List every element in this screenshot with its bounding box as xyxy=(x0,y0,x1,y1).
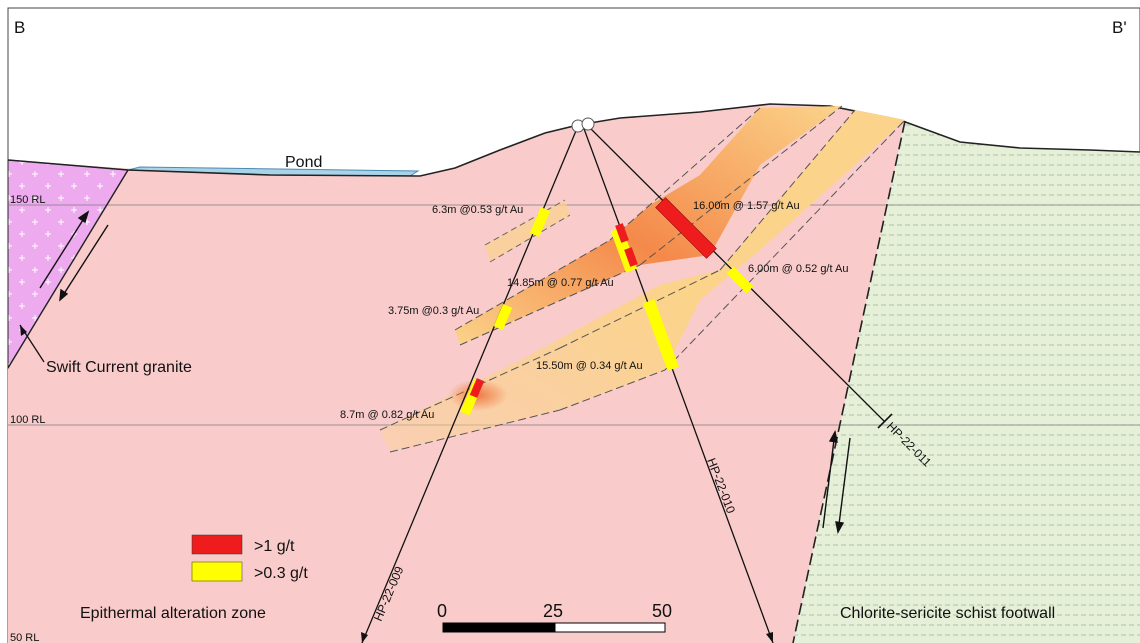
drillhole-trace-010 xyxy=(582,125,774,643)
intercept-label: 14.85m @ 0.77 g/t Au xyxy=(507,277,614,289)
scale-tick-0: 0 xyxy=(437,601,447,621)
intercept-label: 6.00m @ 0.52 g/t Au xyxy=(748,263,848,275)
granite-label-group: Swift Current granite xyxy=(19,324,192,376)
schist-contact-fault xyxy=(792,120,906,643)
scale-tick-25: 25 xyxy=(543,601,563,621)
schist-label: Chlorite-sericite schist footwall xyxy=(840,605,1055,622)
section-start-label: B xyxy=(14,18,25,37)
schist-area xyxy=(793,121,1140,643)
rl-label-50: 50 RL xyxy=(10,632,39,643)
scale-bar: 0 25 50 xyxy=(437,601,672,633)
section-end-label: B' xyxy=(1112,18,1127,37)
legend: >1 g/t >0.3 g/t xyxy=(191,534,308,582)
legend-label-low: >0.3 g/t xyxy=(254,565,308,582)
rl-label-150: 150 RL xyxy=(10,194,45,206)
intercept-label: 16.00m @ 1.57 g/t Au xyxy=(693,200,800,212)
scale-tick-50: 50 xyxy=(652,601,672,621)
pond-label: Pond xyxy=(285,154,322,171)
mineralized-zones xyxy=(379,105,906,453)
intercept-segments xyxy=(460,197,754,416)
legend-label-high: >1 g/t xyxy=(254,538,295,555)
intercept-label: 6.3m @0.53 g/t Au xyxy=(432,204,523,216)
rl-label-100: 100 RL xyxy=(10,414,45,426)
alteration-zone-label: Epithermal alteration zone xyxy=(80,605,266,622)
intercept-label: 15.50m @ 0.34 g/t Au xyxy=(536,360,643,372)
granite-contact-fault xyxy=(7,169,129,369)
legend-swatch-low xyxy=(191,561,243,582)
fault-motion-arrows xyxy=(39,210,851,535)
legend-swatch-high xyxy=(191,534,243,555)
intercept-label: 8.7m @ 0.82 g/t Au xyxy=(340,409,434,421)
granite-label: Swift Current granite xyxy=(46,359,192,376)
topography-line xyxy=(7,103,1140,177)
intercept-label: 3.75m @0.3 g/t Au xyxy=(388,305,479,317)
